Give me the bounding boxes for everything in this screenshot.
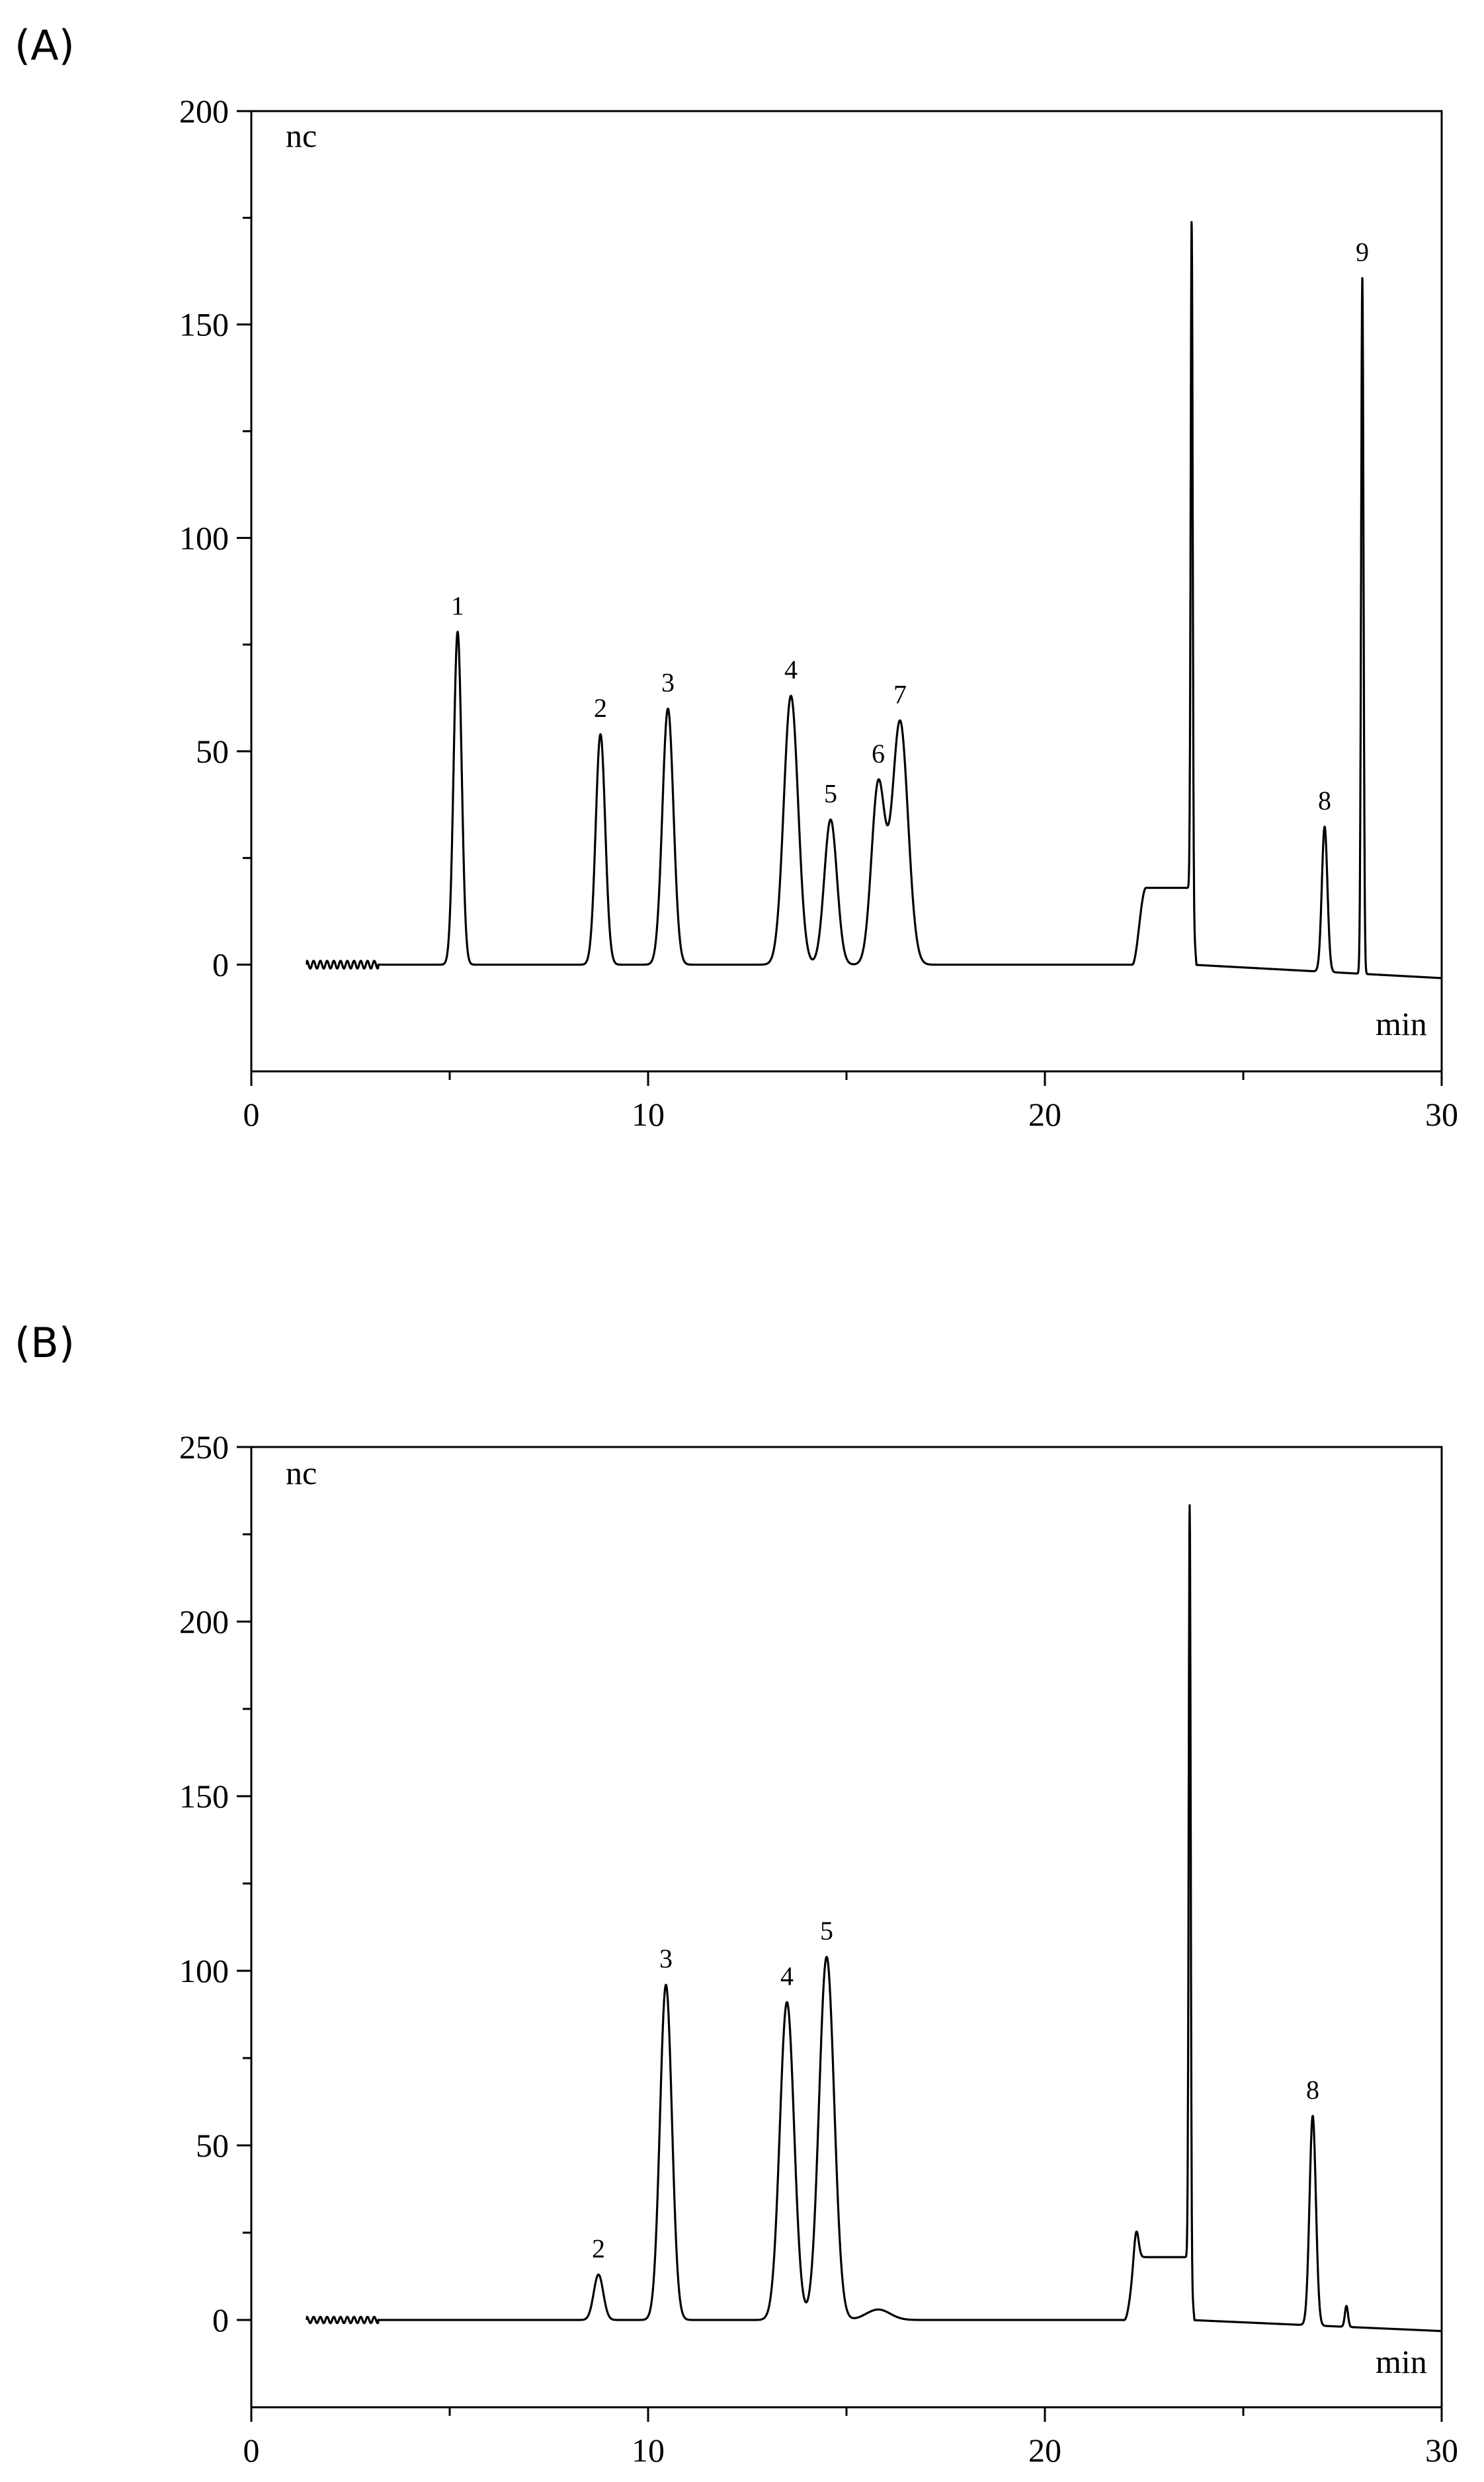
y-tick-label: 100 xyxy=(179,1952,229,1989)
peak-label: 2 xyxy=(592,2233,605,2263)
peak-label: 2 xyxy=(594,693,607,723)
y-tick-label: 50 xyxy=(196,733,229,770)
plot-frame xyxy=(250,1446,1443,2409)
chromatogram-trace xyxy=(306,1504,1442,2333)
peak-label: 9 xyxy=(1356,237,1369,267)
panel-label: (B) xyxy=(15,1319,75,1367)
y-tick-label: 150 xyxy=(179,1778,229,1815)
peak-label: 5 xyxy=(824,778,837,808)
y-tick-label: 50 xyxy=(196,2127,229,2164)
y-tick-label: 150 xyxy=(179,306,229,343)
peak-labels: 2 3 45 8 xyxy=(592,1916,1319,2263)
peak-label: 6 xyxy=(872,739,885,768)
plot-frame xyxy=(250,110,1443,1073)
peak-label: 4 xyxy=(780,1962,794,1991)
x-tick-label: 20 xyxy=(1028,2432,1061,2469)
peak-label: 8 xyxy=(1318,786,1331,815)
peak-labels: 1 2 3 4 5 6 7 8 9 xyxy=(451,237,1369,815)
chart-panel-a: (A) 0 50 100 150 200 0 10 20 30 1 2 3 4 5 6 7 8 9 nc min xyxy=(15,21,1458,1133)
peak-label: 1 xyxy=(451,591,464,620)
y-tick-label: 0 xyxy=(212,946,229,983)
y-tick-label: 200 xyxy=(179,93,229,130)
x-tick-label: 30 xyxy=(1425,1096,1458,1133)
x-tick-label: 10 xyxy=(632,2432,665,2469)
chromatogram-trace xyxy=(306,221,1442,979)
x-tick-label: 10 xyxy=(632,1096,665,1133)
peak-label: 7 xyxy=(893,679,907,709)
peak-label: 5 xyxy=(820,1916,833,1946)
y-axis-unit: nc xyxy=(286,117,317,154)
x-tick-label: 0 xyxy=(243,1096,260,1133)
x-tick-label: 0 xyxy=(243,2432,260,2469)
x-axis-unit: min xyxy=(1376,2343,1427,2380)
peak-label: 8 xyxy=(1306,2075,1319,2104)
x-tick-label: 20 xyxy=(1028,1096,1061,1133)
peak-label: 3 xyxy=(659,1944,673,1973)
y-axis-unit: nc xyxy=(286,1454,317,1491)
y-tick-label: 0 xyxy=(212,2301,229,2338)
y-tick-label: 250 xyxy=(179,1428,229,1466)
panel-label: (A) xyxy=(15,21,75,69)
axis-ticks: 0 50 100 150 200 0 10 20 30 xyxy=(179,93,1458,1133)
peak-label: 3 xyxy=(661,667,675,697)
x-tick-label: 30 xyxy=(1425,2432,1458,2469)
y-tick-label: 100 xyxy=(179,519,229,556)
y-tick-label: 200 xyxy=(179,1603,229,1640)
x-axis-unit: min xyxy=(1376,1005,1427,1042)
axis-ticks: 0 50 100 150 200 250 0 10 20 30 xyxy=(179,1428,1458,2469)
peak-label: 4 xyxy=(784,655,798,684)
chart-panel-b: (B) 0 50 100 150 200 250 0 10 20 30 2 3 45 8 nc min xyxy=(15,1319,1458,2469)
